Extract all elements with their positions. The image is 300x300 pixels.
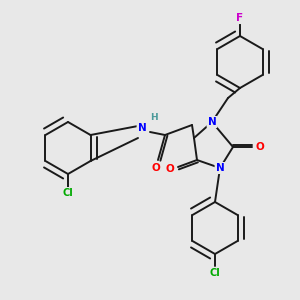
Text: Cl: Cl: [210, 268, 220, 278]
Text: N: N: [216, 163, 224, 173]
Text: H: H: [150, 113, 158, 122]
Text: Cl: Cl: [63, 188, 74, 198]
Text: O: O: [256, 142, 264, 152]
Text: N: N: [208, 117, 216, 127]
Text: O: O: [152, 163, 160, 173]
Text: N: N: [138, 123, 146, 133]
Text: O: O: [166, 164, 174, 174]
Text: F: F: [236, 13, 244, 23]
